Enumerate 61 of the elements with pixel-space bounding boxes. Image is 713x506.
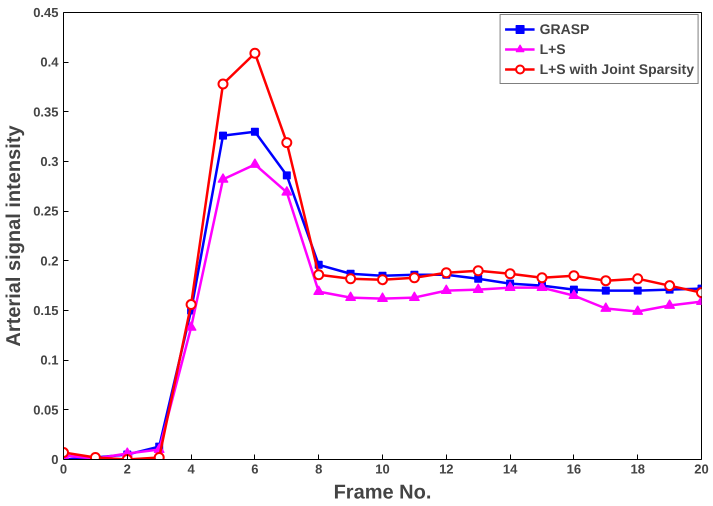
y-tick-label: 0.05	[33, 402, 59, 418]
point	[249, 48, 260, 59]
point	[408, 291, 420, 301]
y-tick-label: 0	[51, 452, 59, 467]
x-tick-label: 20	[694, 462, 709, 476]
x-tick-label: 14	[502, 462, 518, 476]
point	[632, 305, 644, 315]
y-tick-label: 0.45	[33, 5, 59, 20]
x-tick-label: 4	[187, 462, 196, 476]
point	[345, 273, 356, 284]
point	[281, 137, 292, 148]
y-tick-label: 0.35	[33, 104, 59, 120]
y-tick-label: 0.25	[33, 204, 59, 219]
point	[249, 158, 260, 168]
x-axis-title: Frame No.	[334, 482, 432, 504]
point	[313, 285, 324, 296]
point	[472, 265, 484, 276]
point	[504, 268, 516, 280]
point	[600, 275, 612, 286]
point	[345, 291, 356, 301]
x-tick-label: 6	[251, 462, 259, 476]
y-axis-title: Arterial signal intensity	[3, 124, 26, 347]
point	[472, 283, 484, 294]
point	[377, 292, 388, 302]
point	[602, 286, 610, 295]
point	[632, 273, 644, 284]
point	[568, 289, 580, 299]
point	[440, 267, 452, 278]
point	[408, 272, 420, 284]
point	[440, 284, 452, 294]
point	[568, 270, 580, 282]
point	[281, 186, 292, 196]
point	[218, 78, 228, 90]
x-tick-label: 8	[315, 462, 322, 476]
y-tick-label: 0.2	[40, 253, 59, 268]
point	[634, 286, 642, 295]
point	[186, 321, 197, 331]
y-tick-label: 0.4	[40, 54, 60, 70]
x-tick-label: 16	[566, 462, 582, 476]
point	[377, 274, 388, 286]
point	[313, 269, 324, 280]
point	[504, 281, 516, 292]
x-tick-label: 12	[439, 462, 454, 476]
y-tick-label: 0.1	[40, 352, 59, 368]
legend-label: L+S with Joint Sparsity	[540, 61, 694, 77]
point	[219, 132, 227, 140]
x-tick-label: 18	[630, 462, 645, 476]
point	[600, 302, 612, 312]
point	[250, 128, 259, 136]
point	[664, 299, 676, 309]
x-tick-label: 10	[375, 462, 390, 476]
point	[282, 171, 291, 180]
legend-label: GRASP	[540, 21, 590, 37]
point	[186, 299, 197, 310]
y-tick-label: 0.15	[33, 303, 59, 318]
y-tick-label: 0.3	[40, 154, 59, 169]
point	[218, 173, 228, 183]
legend-label: L+S	[540, 41, 566, 57]
point	[664, 280, 676, 292]
x-tick-label: 2	[124, 462, 131, 476]
point	[536, 272, 548, 284]
